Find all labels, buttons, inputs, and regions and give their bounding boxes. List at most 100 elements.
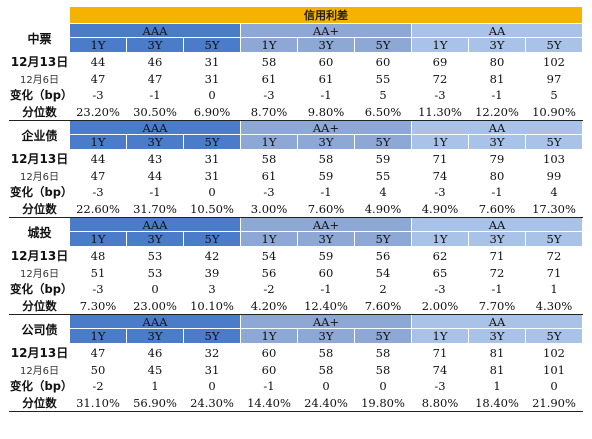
rating-group-label: AA+ — [240, 314, 412, 329]
table-cell: 56 — [240, 264, 298, 281]
tenor-label: 3Y — [468, 37, 526, 53]
tenor-header-row: 1Y 3Y 5Y 1Y 3Y 5Y 1Y 3Y 5Y — [10, 37, 583, 53]
table-cell: 44 — [69, 52, 127, 71]
tenor-label: 5Y — [183, 328, 241, 344]
table-cell: 4.90% — [411, 200, 469, 218]
table-cell: 7.60% — [354, 297, 412, 315]
row-label: 12月6日 — [9, 264, 70, 281]
table-row: 分位数 31.10% 56.90% 24.30% 14.40% 24.40% 19.80% 8… — [9, 394, 583, 412]
table-cell: -1 — [297, 280, 355, 298]
table-cell: 99 — [525, 167, 583, 184]
table-row: 12月6日 50 45 31 60 58 58 74 81 101 — [9, 361, 583, 378]
table-cell: 101 — [525, 361, 583, 378]
table-cell: 7.70% — [468, 297, 526, 315]
tenor-label: 3Y — [126, 37, 184, 53]
table-cell: 56 — [354, 246, 412, 265]
table-cell: 61 — [297, 70, 355, 87]
table-cell: 50 — [69, 361, 127, 378]
table-cell: 0 — [183, 377, 241, 395]
table-row: 变化（bp） -3 -1 0 -3 -1 5 -3 -1 5 — [9, 86, 583, 104]
table-cell: -1 — [468, 86, 526, 104]
row-label: 12月13日 — [9, 246, 70, 265]
table-cell: 12.40% — [297, 297, 355, 315]
table-cell: 0 — [183, 183, 241, 201]
table-cell: 47 — [69, 70, 127, 87]
table-cell: 59 — [354, 149, 412, 168]
row-label: 12月13日 — [9, 52, 70, 71]
rating-group-label: AA — [411, 23, 583, 38]
table-cell: 12.20% — [468, 103, 526, 121]
tenor-label: 3Y — [468, 231, 526, 247]
table-cell: 60 — [354, 52, 412, 71]
table-cell: 60 — [297, 264, 355, 281]
row-label: 12月13日 — [9, 149, 70, 168]
table-cell: 53 — [126, 246, 184, 265]
rating-group-label: AA — [411, 120, 583, 135]
table-cell: -3 — [69, 86, 127, 104]
table-cell: 42 — [183, 246, 241, 265]
table-cell: 31 — [183, 167, 241, 184]
table-cell: 72 — [411, 70, 469, 87]
tenor-label: 5Y — [525, 134, 583, 150]
rating-group-label: AAA — [69, 217, 241, 232]
section-header-row: 企业债 AAA AA+ AA — [9, 120, 583, 150]
tenor-header-row: 1Y 3Y 5Y 1Y 3Y 5Y 1Y 3Y 5Y — [10, 328, 583, 344]
table-cell: 24.40% — [297, 394, 355, 412]
tenor-label: 1Y — [69, 328, 127, 344]
table-cell: 47 — [69, 343, 127, 362]
table-cell: 58 — [354, 361, 412, 378]
table-cell: -3 — [240, 183, 298, 201]
table-row: 12月6日 47 44 31 61 59 55 74 80 99 — [9, 167, 583, 184]
tenor-label: 1Y — [240, 134, 298, 150]
rating-group-label: AA+ — [240, 217, 412, 232]
table-cell: 58 — [297, 361, 355, 378]
table-cell: 4 — [354, 183, 412, 201]
rating-group-label: AA+ — [240, 120, 412, 135]
table-cell: 60 — [240, 361, 298, 378]
row-label: 分位数 — [9, 200, 70, 218]
row-label: 12月6日 — [9, 167, 70, 184]
table-cell: 43 — [126, 149, 184, 168]
table-cell: -3 — [411, 280, 469, 298]
table-cell: 71 — [411, 149, 469, 168]
table-cell: 69 — [411, 52, 469, 71]
table-cell: 1 — [126, 377, 184, 395]
table-cell: 80 — [468, 52, 526, 71]
table-cell: 47 — [126, 70, 184, 87]
tenor-label: 5Y — [525, 231, 583, 247]
table-cell: 46 — [126, 343, 184, 362]
table-cell: 19.80% — [354, 394, 412, 412]
table-cell: 17.30% — [525, 200, 583, 218]
table-cell: 0 — [126, 280, 184, 298]
tenor-header-row: 1Y 3Y 5Y 1Y 3Y 5Y 1Y 3Y 5Y — [10, 231, 583, 247]
table-row: 12月6日 51 53 39 56 60 54 65 72 71 — [9, 264, 583, 281]
table-cell: 23.20% — [69, 103, 127, 121]
table-cell: 59 — [297, 167, 355, 184]
table-cell: 24.30% — [183, 394, 241, 412]
table-cell: -3 — [69, 280, 127, 298]
tenor-label: 5Y — [354, 328, 412, 344]
table-cell: 5 — [525, 86, 583, 104]
table-cell: 54 — [354, 264, 412, 281]
tenor-label: 5Y — [354, 134, 412, 150]
tenor-label: 3Y — [297, 134, 355, 150]
table-cell: 23.00% — [126, 297, 184, 315]
table-cell: 0 — [525, 377, 583, 395]
table-cell: 81 — [468, 70, 526, 87]
rating-group-label: AAA — [69, 120, 241, 135]
table-cell: 80 — [468, 167, 526, 184]
tenor-label: 1Y — [411, 328, 469, 344]
table-cell: 31.10% — [69, 394, 127, 412]
table-cell: 0 — [297, 377, 355, 395]
tenor-label: 1Y — [240, 231, 298, 247]
table-cell: 32 — [183, 343, 241, 362]
table-cell: 7.30% — [69, 297, 127, 315]
table-cell: 10.50% — [183, 200, 241, 218]
row-label: 12月13日 — [9, 343, 70, 362]
table-row: 分位数 23.20% 30.50% 6.90% 8.70% 9.80% 6.50% 11.30… — [9, 103, 583, 121]
table-row: 12月13日 48 53 42 54 59 56 62 71 72 — [9, 246, 583, 265]
table-cell: 7.60% — [468, 200, 526, 218]
table-row: 分位数 7.30% 23.00% 10.10% 4.20% 12.40% 7.60% 2.00… — [9, 297, 583, 315]
table-row: 12月13日 44 43 31 58 58 59 71 79 103 — [9, 149, 583, 168]
tenor-label: 3Y — [126, 134, 184, 150]
